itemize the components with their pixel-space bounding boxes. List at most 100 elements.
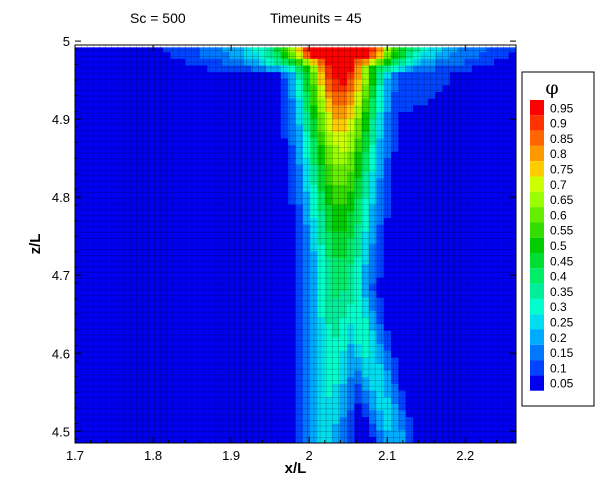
field-cell [141,383,150,391]
field-cell [317,137,326,146]
field-cell [398,389,407,398]
field-cell [155,436,164,443]
field-cell [302,71,311,79]
field-cell [383,370,392,378]
field-cell [266,270,275,278]
field-cell [280,277,289,285]
field-cell [104,376,113,384]
field-cell [479,403,488,411]
field-cell [486,409,495,418]
field-cell [258,363,267,371]
field-cell [471,303,480,311]
field-cell [413,91,422,99]
field-cell [244,151,252,159]
field-cell [369,257,377,265]
field-cell [141,244,150,252]
field-cell [449,224,458,232]
field-cell [324,224,333,232]
field-cell [104,403,113,411]
field-cell [457,396,466,404]
field-cell [413,217,422,225]
field-cell [104,124,113,132]
field-cell [369,350,377,358]
field-cell [427,396,436,404]
field-cell [493,217,502,225]
field-cell [420,336,429,345]
field-cell [295,376,304,384]
field-cell [199,111,208,119]
field-cell [413,370,422,378]
field-cell [457,290,466,298]
field-cell [398,310,407,318]
field-cell [464,184,473,192]
field-cell [442,124,451,132]
field-cell [493,45,502,53]
field-cell [420,177,429,185]
field-cell [229,336,238,345]
field-cell [317,383,326,391]
field-cell [126,416,135,424]
field-cell [207,250,216,258]
field-cell [280,171,289,179]
field-cell [295,350,304,358]
field-cell [266,376,275,384]
field-cell [251,137,260,146]
field-cell [126,164,135,172]
field-cell [383,257,392,265]
field-cell [376,45,385,53]
field-cell [236,117,245,126]
field-cell [442,184,451,192]
field-cell [148,230,157,238]
field-cell [435,45,444,53]
field-cell [133,429,142,437]
field-cell [266,389,275,398]
field-cell [405,336,414,345]
field-cell [97,151,105,159]
field-cell [413,104,422,112]
field-cell [97,283,105,292]
field-cell [501,250,510,258]
field-cell [339,157,348,165]
field-cell [133,350,142,358]
field-cell [398,157,407,165]
field-cell [508,403,516,411]
field-cell [266,336,275,345]
field-cell [479,277,488,285]
field-cell [199,383,208,391]
field-cell [89,436,98,443]
field-cell [420,84,429,93]
field-cell [229,383,238,391]
field-cell [185,124,194,132]
field-cell [229,131,238,139]
field-cell [493,91,502,99]
field-cell [471,316,480,325]
field-cell [346,177,355,185]
field-cell [354,171,363,179]
field-cell [493,98,502,106]
field-cell [369,117,377,126]
field-cell [302,131,311,139]
field-cell [82,157,91,165]
field-cell [119,350,128,358]
field-cell [75,277,83,285]
field-cell [214,230,223,238]
field-cell [104,230,113,238]
field-cell [185,316,194,325]
field-cell [457,409,466,418]
field-cell [251,91,260,99]
field-cell [192,283,201,292]
field-cell [449,190,458,199]
field-cell [148,376,157,384]
field-cell [376,151,385,159]
field-cell [486,343,495,351]
field-cell [280,429,289,437]
field-cell [82,124,91,132]
field-cell [383,190,392,199]
field-cell [104,237,113,245]
field-cell [339,190,348,199]
field-cell [493,436,502,443]
field-cell [295,224,304,232]
field-cell [222,323,230,331]
field-cell [310,303,319,311]
field-cell [207,197,216,205]
